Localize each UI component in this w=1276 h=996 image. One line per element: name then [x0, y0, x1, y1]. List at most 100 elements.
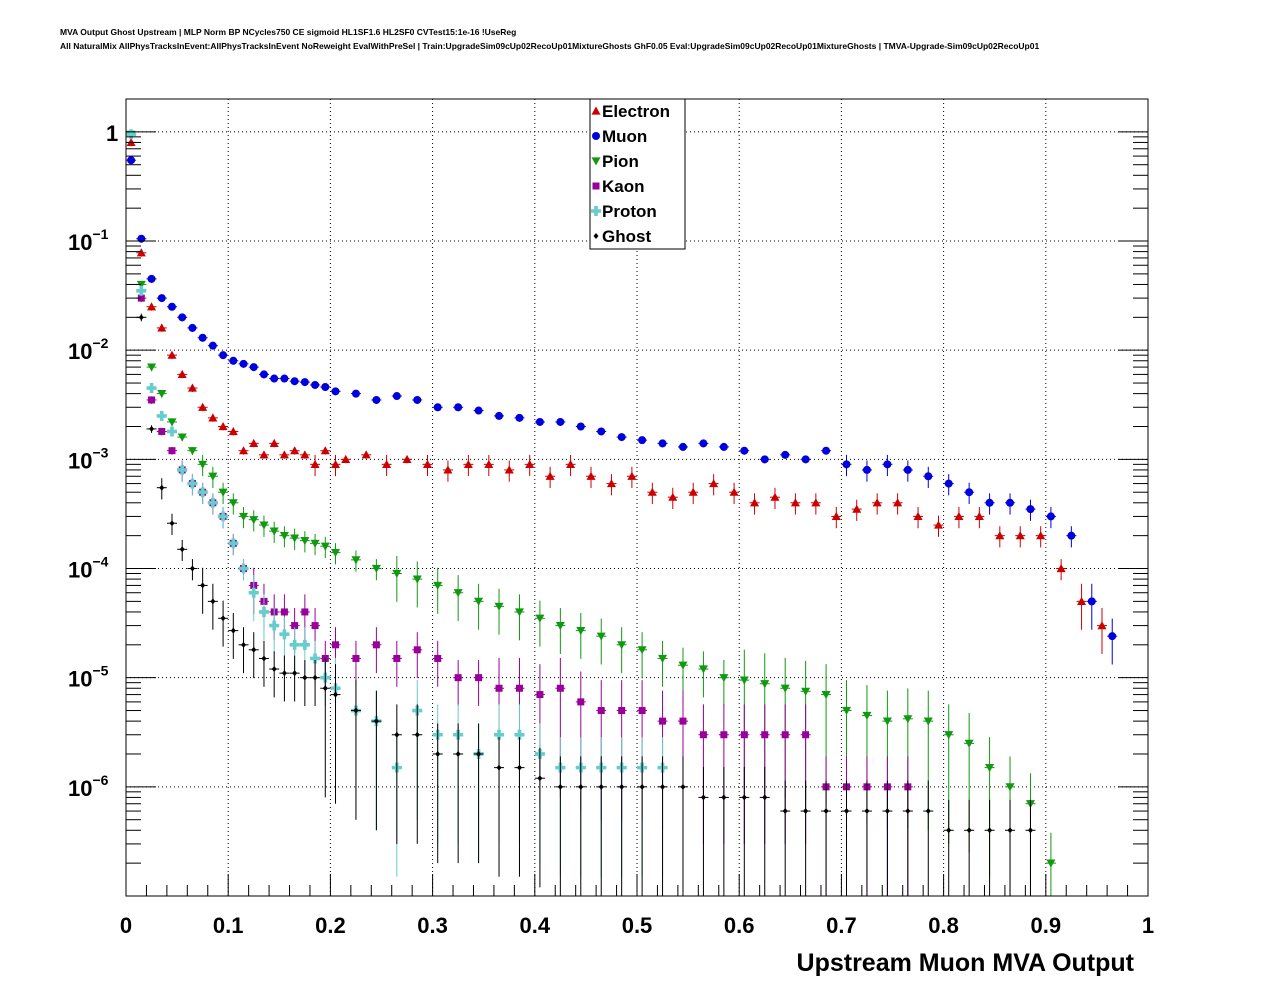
data-point — [1097, 621, 1107, 630]
data-point — [228, 499, 238, 508]
data-point — [954, 511, 964, 521]
data-point — [535, 614, 545, 623]
data-point — [660, 783, 666, 790]
data-point — [535, 417, 544, 426]
data-point — [596, 632, 606, 641]
data-point — [361, 450, 371, 459]
data-point — [811, 498, 821, 507]
x-tick-label: 0.4 — [520, 913, 551, 938]
data-point — [198, 460, 208, 469]
data-point — [852, 504, 862, 513]
data-point — [218, 421, 228, 431]
data-point — [1077, 596, 1087, 605]
data-point — [516, 764, 522, 771]
data-point — [147, 363, 157, 372]
data-point — [597, 707, 605, 715]
data-point — [413, 646, 421, 654]
data-point — [494, 729, 505, 740]
data-point — [251, 646, 257, 653]
data-point — [258, 606, 269, 617]
data-point — [966, 827, 972, 834]
data-point — [218, 488, 228, 497]
data-point — [312, 674, 318, 681]
data-point — [617, 433, 626, 442]
data-point — [331, 387, 340, 396]
data-point — [167, 302, 176, 311]
data-point — [435, 750, 441, 757]
data-point — [556, 684, 564, 692]
data-point — [259, 450, 269, 459]
y-tick-label: 10−6 — [68, 772, 109, 801]
legend-marker — [593, 233, 599, 239]
data-point — [301, 608, 309, 616]
data-point — [913, 511, 923, 521]
legend-marker — [592, 182, 600, 190]
data-point — [883, 460, 892, 469]
data-point — [1046, 859, 1056, 868]
y-tick-base: 10 — [68, 339, 92, 364]
data-point — [545, 471, 555, 480]
x-tick-label: 0.6 — [724, 913, 755, 938]
data-point — [455, 750, 461, 757]
data-point — [964, 739, 974, 748]
data-point — [322, 685, 328, 692]
data-point — [138, 314, 144, 321]
data-point — [157, 323, 167, 332]
data-point — [208, 341, 217, 350]
data-point — [238, 563, 249, 574]
data-point — [351, 389, 360, 398]
data-point — [476, 750, 482, 757]
data-point — [331, 459, 341, 468]
data-point — [606, 479, 616, 488]
data-point — [864, 808, 870, 815]
y-tick-base: 10 — [68, 558, 92, 583]
x-tick-label: 0.1 — [213, 913, 244, 938]
data-point — [248, 587, 259, 598]
data-point — [292, 670, 298, 677]
data-point — [1067, 531, 1076, 540]
legend-label: Ghost — [602, 227, 651, 246]
legend-label: Electron — [602, 102, 670, 121]
data-point — [761, 731, 769, 739]
data-point — [700, 794, 706, 801]
data-point — [331, 548, 341, 558]
series-electron — [126, 137, 1108, 654]
data-point — [208, 472, 218, 481]
data-point — [719, 442, 728, 451]
data-point — [1007, 827, 1013, 834]
data-point — [556, 417, 565, 426]
data-point — [720, 731, 728, 739]
x-tick-label: 0.8 — [928, 913, 959, 938]
x-tick-label: 0.2 — [315, 913, 346, 938]
data-point — [414, 731, 420, 738]
y-tick-exponent: −2 — [92, 335, 108, 351]
data-point — [279, 450, 289, 459]
data-point — [373, 718, 379, 725]
data-point — [770, 492, 780, 501]
data-point — [821, 690, 831, 700]
data-point — [393, 654, 401, 662]
data-point — [228, 538, 239, 549]
y-tick-label: 1 — [106, 121, 118, 146]
data-point — [249, 438, 259, 447]
axes: 0 0.1 0.2 0.3 0.4 0.5 0.6 0.7 0.8 0.9 1110−110−210… — [68, 121, 1154, 938]
data-point — [433, 403, 442, 412]
data-point — [157, 390, 167, 399]
data-point — [790, 498, 800, 507]
data-point — [218, 511, 229, 522]
data-point — [974, 511, 984, 521]
x-tick-label: 0.3 — [417, 913, 448, 938]
data-point — [289, 639, 300, 650]
y-tick-exponent: −3 — [92, 444, 108, 460]
data-point — [157, 294, 166, 303]
y-tick-base: 10 — [68, 776, 92, 801]
data-point — [637, 646, 647, 655]
data-point — [463, 459, 473, 468]
data-point — [279, 629, 290, 640]
data-point — [740, 731, 748, 739]
data-point — [944, 479, 953, 488]
data-point — [668, 492, 678, 501]
data-point — [412, 575, 422, 584]
data-point — [760, 680, 770, 689]
